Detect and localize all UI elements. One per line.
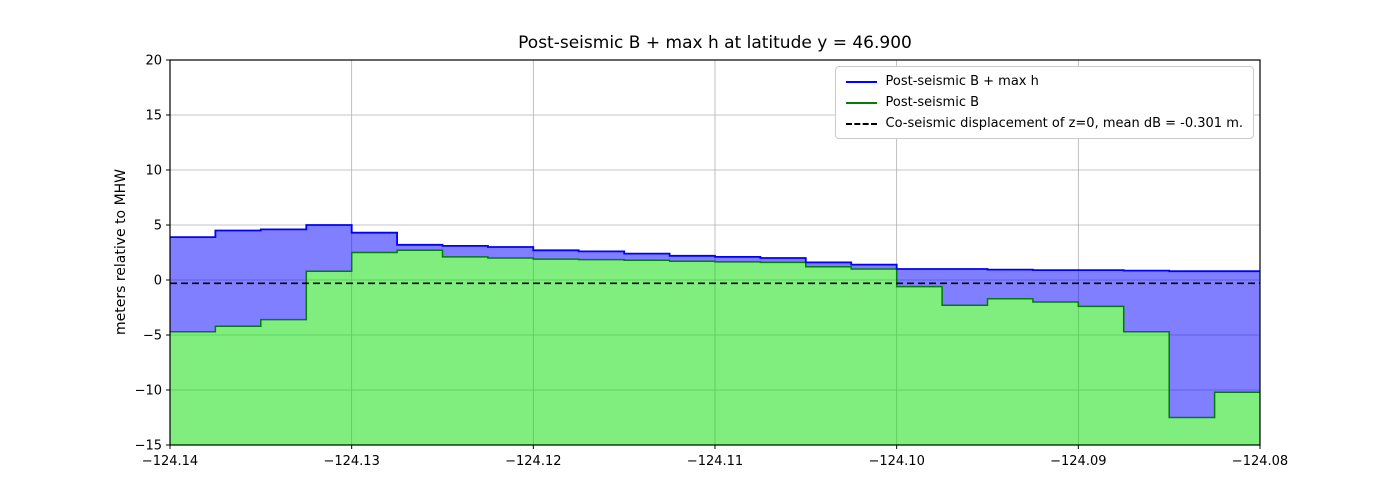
- y-tick-label: 15: [145, 109, 162, 124]
- y-tick-label: 10: [145, 164, 162, 179]
- x-tick-label: −124.13: [323, 454, 379, 469]
- dashed-line-swatch: [845, 122, 877, 125]
- y-tick-label: −15: [135, 439, 162, 454]
- legend-entry-post-seismic-b: Post-seismic B: [845, 95, 1244, 110]
- y-tick-label: 20: [145, 54, 162, 69]
- x-tick-label: −124.10: [868, 454, 924, 469]
- x-tick-label: −124.14: [142, 454, 198, 469]
- legend-label-post-seismic-b: Post-seismic B: [885, 95, 980, 110]
- post-seismic-b-line: [170, 249, 1260, 419]
- x-tick-label: −124.09: [1050, 454, 1106, 469]
- legend-label-post-seismic-b-plus-h: Post-seismic B + max h: [885, 74, 1039, 89]
- y-tick-label: −5: [143, 329, 162, 344]
- legend: Post-seismic B + max h Post-seismic B Co…: [834, 66, 1254, 139]
- x-tick-label: −124.11: [687, 454, 743, 469]
- legend-entry-post-seismic-b-plus-h: Post-seismic B + max h: [845, 74, 1244, 89]
- post-seismic-b-plus-h-fill: [170, 225, 1260, 418]
- y-tick-label: −10: [135, 384, 162, 399]
- chart-title: Post-seismic B + max h at latitude y = 4…: [518, 33, 912, 53]
- blue-line-swatch: [845, 80, 877, 83]
- x-tick-label: −124.08: [1232, 454, 1288, 469]
- green-line-swatch: [845, 101, 877, 104]
- legend-entry-co-seismic-displacement: Co-seismic displacement of z=0, mean dB …: [845, 116, 1244, 131]
- y-tick-label: 5: [154, 219, 162, 234]
- legend-label-co-seismic-displacement: Co-seismic displacement of z=0, mean dB …: [885, 116, 1244, 131]
- post-seismic-b-plus-h-line: [170, 224, 1260, 273]
- y-tick-label: 0: [154, 274, 162, 289]
- x-tick-label: −124.12: [505, 454, 561, 469]
